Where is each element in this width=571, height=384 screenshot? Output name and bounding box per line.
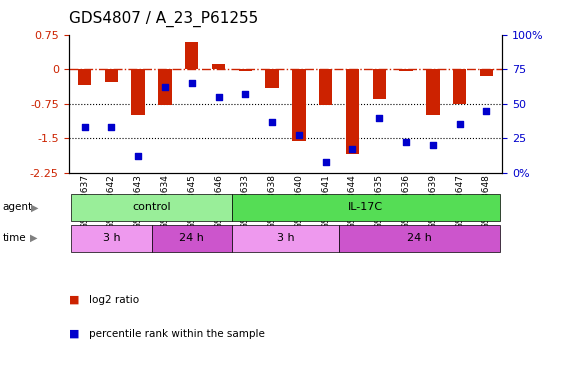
Point — [482, 108, 491, 114]
Point — [268, 119, 277, 125]
Text: control: control — [132, 202, 171, 212]
Point — [428, 142, 437, 148]
Text: 24 h: 24 h — [407, 233, 432, 243]
Bar — [292, 69, 305, 141]
Text: agent: agent — [3, 202, 33, 212]
Bar — [426, 69, 440, 115]
Bar — [185, 42, 199, 69]
Bar — [158, 69, 172, 105]
Text: 24 h: 24 h — [179, 233, 204, 243]
Point — [214, 94, 223, 100]
Point — [160, 84, 170, 90]
Point — [321, 159, 330, 165]
Bar — [212, 64, 225, 69]
Bar — [399, 69, 413, 71]
Text: ■: ■ — [69, 295, 79, 305]
Bar — [78, 69, 91, 85]
Bar — [131, 69, 145, 115]
Bar — [319, 69, 332, 105]
Bar — [239, 69, 252, 71]
Text: time: time — [3, 233, 26, 243]
Bar — [266, 69, 279, 88]
Point — [107, 124, 116, 130]
Point — [294, 132, 303, 139]
Point — [134, 153, 143, 159]
Bar — [372, 69, 386, 99]
Text: 3 h: 3 h — [103, 233, 120, 243]
Point — [241, 91, 250, 97]
Text: GDS4807 / A_23_P61255: GDS4807 / A_23_P61255 — [69, 11, 258, 27]
Text: ■: ■ — [69, 329, 79, 339]
Text: 3 h: 3 h — [277, 233, 294, 243]
Bar — [346, 69, 359, 154]
Point — [455, 121, 464, 127]
Bar — [104, 69, 118, 82]
Point — [401, 139, 411, 146]
Point — [375, 114, 384, 121]
Bar — [453, 69, 467, 104]
Text: percentile rank within the sample: percentile rank within the sample — [89, 329, 264, 339]
Text: IL-17C: IL-17C — [348, 202, 383, 212]
Point — [187, 80, 196, 86]
Text: log2 ratio: log2 ratio — [89, 295, 139, 305]
Point — [80, 124, 89, 130]
Text: ▶: ▶ — [30, 233, 37, 243]
Bar — [480, 69, 493, 76]
Text: ▶: ▶ — [31, 202, 39, 212]
Point — [348, 146, 357, 152]
